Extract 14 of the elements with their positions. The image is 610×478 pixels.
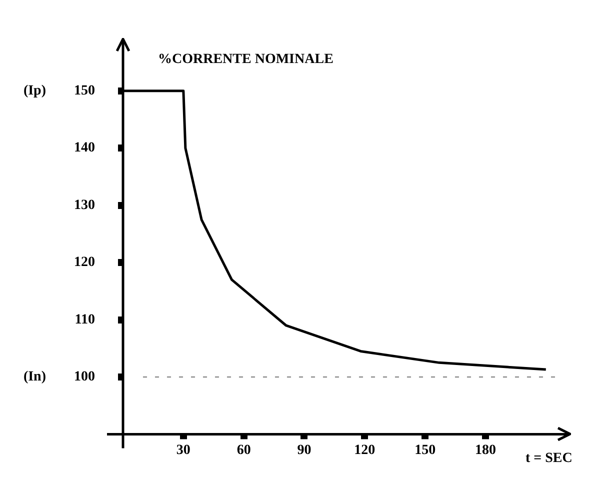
y-axis-title: %CORRENTE NOMINALE <box>158 52 334 68</box>
y-tick-label: 130 <box>74 198 95 213</box>
x-tick-label: 90 <box>297 443 312 458</box>
x-tick-label: 120 <box>354 443 376 458</box>
x-axis-title: t = SEC <box>525 450 572 466</box>
y-tick-label: 120 <box>74 255 95 270</box>
x-tick-label: 60 <box>236 443 251 458</box>
y-tick-label: 140 <box>74 140 95 156</box>
y-tick-label: (In) 100 <box>23 370 95 385</box>
x-tick-label: 30 <box>176 443 190 458</box>
y-tick-label: (Ip) 150 <box>23 84 95 99</box>
x-tick-label: 180 <box>474 443 496 458</box>
x-tick-label: 150 <box>414 443 436 458</box>
y-tick-label: 110 <box>74 312 95 328</box>
